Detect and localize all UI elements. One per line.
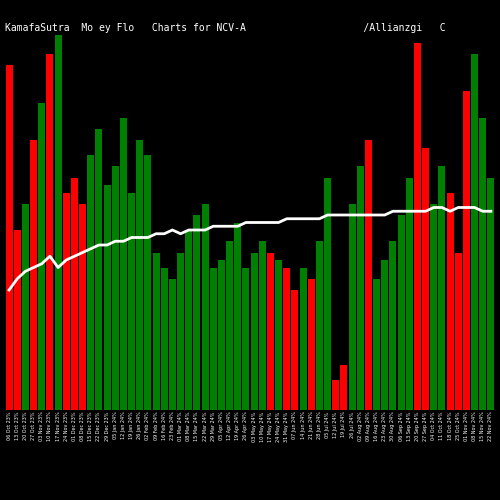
- Bar: [46, 54, 54, 410]
- Bar: [398, 215, 404, 410]
- Bar: [300, 268, 306, 410]
- Bar: [488, 178, 494, 410]
- Bar: [267, 252, 274, 410]
- Bar: [144, 155, 152, 410]
- Bar: [54, 35, 62, 410]
- Bar: [308, 279, 314, 410]
- Bar: [120, 118, 127, 410]
- Bar: [373, 279, 380, 410]
- Bar: [128, 192, 135, 410]
- Bar: [136, 140, 143, 410]
- Bar: [340, 365, 347, 410]
- Text: KamafaSutra  Mo ey Flo   Charts for NCV-A                    /Allianzgi   C     : KamafaSutra Mo ey Flo Charts for NCV-A /…: [5, 23, 500, 33]
- Bar: [63, 192, 70, 410]
- Bar: [79, 204, 86, 410]
- Bar: [38, 102, 45, 410]
- Bar: [161, 268, 168, 410]
- Bar: [242, 268, 250, 410]
- Bar: [226, 242, 233, 410]
- Bar: [406, 178, 412, 410]
- Bar: [284, 268, 290, 410]
- Bar: [430, 204, 437, 410]
- Bar: [30, 140, 37, 410]
- Bar: [480, 118, 486, 410]
- Bar: [88, 155, 94, 410]
- Bar: [357, 166, 364, 410]
- Bar: [194, 215, 200, 410]
- Bar: [446, 192, 454, 410]
- Bar: [186, 230, 192, 410]
- Bar: [422, 148, 429, 410]
- Bar: [365, 140, 372, 410]
- Bar: [471, 54, 478, 410]
- Bar: [169, 279, 176, 410]
- Bar: [390, 242, 396, 410]
- Bar: [22, 204, 29, 410]
- Bar: [14, 230, 20, 410]
- Bar: [177, 252, 184, 410]
- Bar: [152, 252, 160, 410]
- Bar: [250, 252, 258, 410]
- Bar: [112, 166, 118, 410]
- Bar: [210, 268, 216, 410]
- Bar: [104, 185, 110, 410]
- Bar: [332, 380, 339, 410]
- Bar: [316, 242, 323, 410]
- Bar: [259, 242, 266, 410]
- Bar: [463, 91, 470, 410]
- Bar: [348, 204, 356, 410]
- Bar: [414, 42, 421, 410]
- Bar: [455, 252, 462, 410]
- Bar: [324, 178, 331, 410]
- Bar: [202, 204, 208, 410]
- Bar: [234, 222, 241, 410]
- Bar: [6, 65, 12, 410]
- Bar: [382, 260, 388, 410]
- Bar: [71, 178, 78, 410]
- Bar: [292, 290, 298, 410]
- Bar: [96, 128, 102, 410]
- Bar: [218, 260, 225, 410]
- Bar: [438, 166, 446, 410]
- Bar: [275, 260, 282, 410]
